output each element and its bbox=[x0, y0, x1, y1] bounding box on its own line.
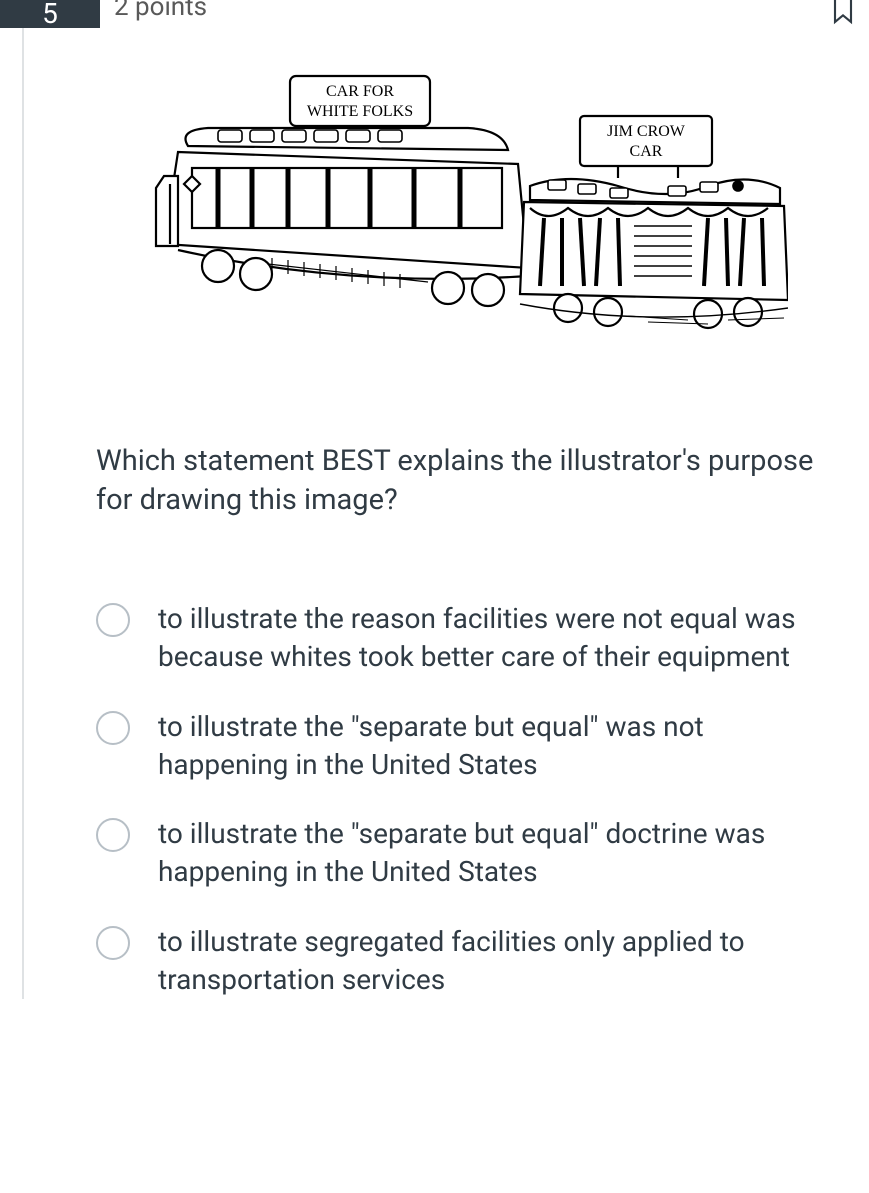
sign-left-line1: CAR FOR bbox=[325, 83, 393, 100]
option-text: to illustrate the reason facilities were… bbox=[158, 600, 839, 676]
radio-icon bbox=[96, 818, 130, 852]
option-3[interactable]: to illustrate segregated facilities only… bbox=[96, 923, 839, 999]
option-2[interactable]: to illustrate the "separate but equal" d… bbox=[96, 815, 839, 891]
question-number-badge: 5 bbox=[0, 0, 100, 28]
radio-icon bbox=[96, 711, 130, 745]
option-text: to illustrate the "separate but equal" w… bbox=[158, 708, 839, 784]
points-label: 2 points bbox=[114, 0, 207, 20]
option-0[interactable]: to illustrate the reason facilities were… bbox=[96, 600, 839, 676]
radio-icon bbox=[96, 603, 130, 637]
sign-right-line2: CAR bbox=[629, 143, 662, 160]
radio-icon bbox=[96, 926, 130, 960]
bookmark-icon[interactable] bbox=[827, 0, 859, 30]
sign-right-line1: JIM CROW bbox=[607, 123, 686, 140]
question-text: Which statement BEST explains the illust… bbox=[96, 442, 839, 520]
sign-left-line2: WHITE FOLKS bbox=[306, 103, 412, 120]
option-text: to illustrate the "separate but equal" d… bbox=[158, 815, 839, 891]
option-text: to illustrate segregated facilities only… bbox=[158, 923, 839, 999]
question-illustration: CAR FOR WHITE FOLKS bbox=[148, 68, 788, 362]
option-1[interactable]: to illustrate the "separate but equal" w… bbox=[96, 708, 839, 784]
